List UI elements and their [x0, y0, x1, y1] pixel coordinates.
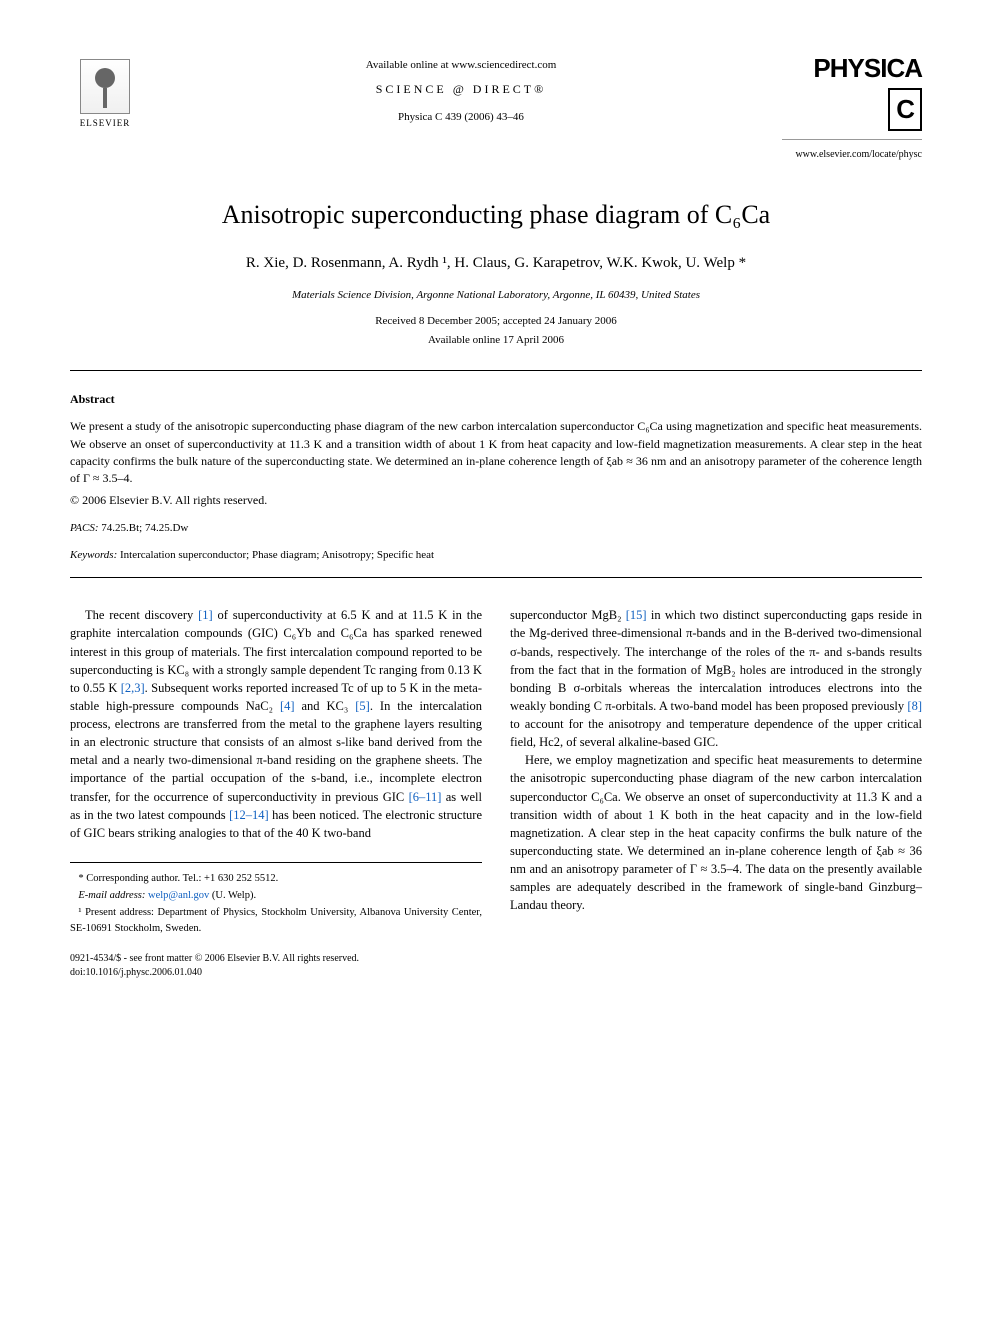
footer-meta: 0921-4534/$ - see front matter © 2006 El…: [70, 952, 922, 980]
keywords-value: Intercalation superconductor; Phase diag…: [120, 549, 434, 561]
journal-logo: PHYSICAC: [782, 50, 922, 133]
pacs-value: 74.25.Bt; 74.25.Dw: [101, 522, 188, 534]
body-paragraph: Here, we employ magnetization and specif…: [510, 751, 922, 914]
keywords-label: Keywords:: [70, 549, 117, 561]
sciencedirect-logo: SCIENCE @ DIRECT®: [140, 81, 782, 98]
publisher-name: ELSEVIER: [80, 117, 131, 130]
citation: Physica C 439 (2006) 43–46: [140, 110, 782, 125]
page-header: ELSEVIER Available online at www.science…: [70, 50, 922, 162]
citation-ref[interactable]: [1]: [198, 608, 213, 622]
copyright-text: © 2006 Elsevier B.V. All rights reserved…: [70, 492, 922, 509]
pacs-label: PACS:: [70, 522, 99, 534]
footnotes: * Corresponding author. Tel.: +1 630 252…: [70, 862, 482, 936]
body-paragraph: The recent discovery [1] of superconduct…: [70, 606, 482, 842]
citation-ref[interactable]: [5]: [355, 699, 370, 713]
front-matter-line: 0921-4534/$ - see front matter © 2006 El…: [70, 952, 922, 966]
pacs-line: PACS: 74.25.Bt; 74.25.Dw: [70, 521, 922, 536]
divider: [70, 577, 922, 578]
citation-ref[interactable]: [6–11]: [409, 790, 442, 804]
publisher-logo: ELSEVIER: [70, 50, 140, 130]
present-address-note: ¹ Present address: Department of Physics…: [70, 905, 482, 935]
available-date: Available online 17 April 2006: [70, 333, 922, 348]
header-center: Available online at www.sciencedirect.co…: [140, 50, 782, 126]
corresponding-author: * Corresponding author. Tel.: +1 630 252…: [70, 871, 482, 886]
citation-ref[interactable]: [4]: [280, 699, 295, 713]
keywords-line: Keywords: Intercalation superconductor; …: [70, 548, 922, 563]
received-dates: Received 8 December 2005; accepted 24 Ja…: [70, 314, 922, 329]
journal-url: www.elsevier.com/locate/physc: [782, 148, 922, 162]
article-title: Anisotropic superconducting phase diagra…: [70, 197, 922, 233]
body-columns: The recent discovery [1] of superconduct…: [70, 606, 922, 938]
citation-ref[interactable]: [15]: [626, 608, 647, 622]
divider: [782, 139, 922, 140]
citation-ref[interactable]: [12–14]: [229, 808, 269, 822]
email-link[interactable]: welp@anl.gov: [148, 890, 209, 901]
author-list: R. Xie, D. Rosenmann, A. Rydh ¹, H. Clau…: [70, 253, 922, 274]
citation-ref[interactable]: [2,3]: [121, 681, 145, 695]
doi-line: doi:10.1016/j.physc.2006.01.040: [70, 966, 922, 980]
abstract-text: We present a study of the anisotropic su…: [70, 418, 922, 488]
email-line: E-mail address: welp@anl.gov (U. Welp).: [70, 888, 482, 903]
journal-logo-block: PHYSICAC www.elsevier.com/locate/physc: [782, 50, 922, 162]
body-paragraph: superconductor MgB₂ [15] in which two di…: [510, 606, 922, 751]
available-online-text: Available online at www.sciencedirect.co…: [140, 58, 782, 73]
column-right: superconductor MgB₂ [15] in which two di…: [510, 606, 922, 938]
affiliation: Materials Science Division, Argonne Nati…: [70, 288, 922, 303]
abstract-label: Abstract: [70, 391, 922, 408]
column-left: The recent discovery [1] of superconduct…: [70, 606, 482, 938]
elsevier-tree-icon: [80, 59, 130, 114]
citation-ref[interactable]: [8]: [907, 699, 922, 713]
divider: [70, 370, 922, 371]
